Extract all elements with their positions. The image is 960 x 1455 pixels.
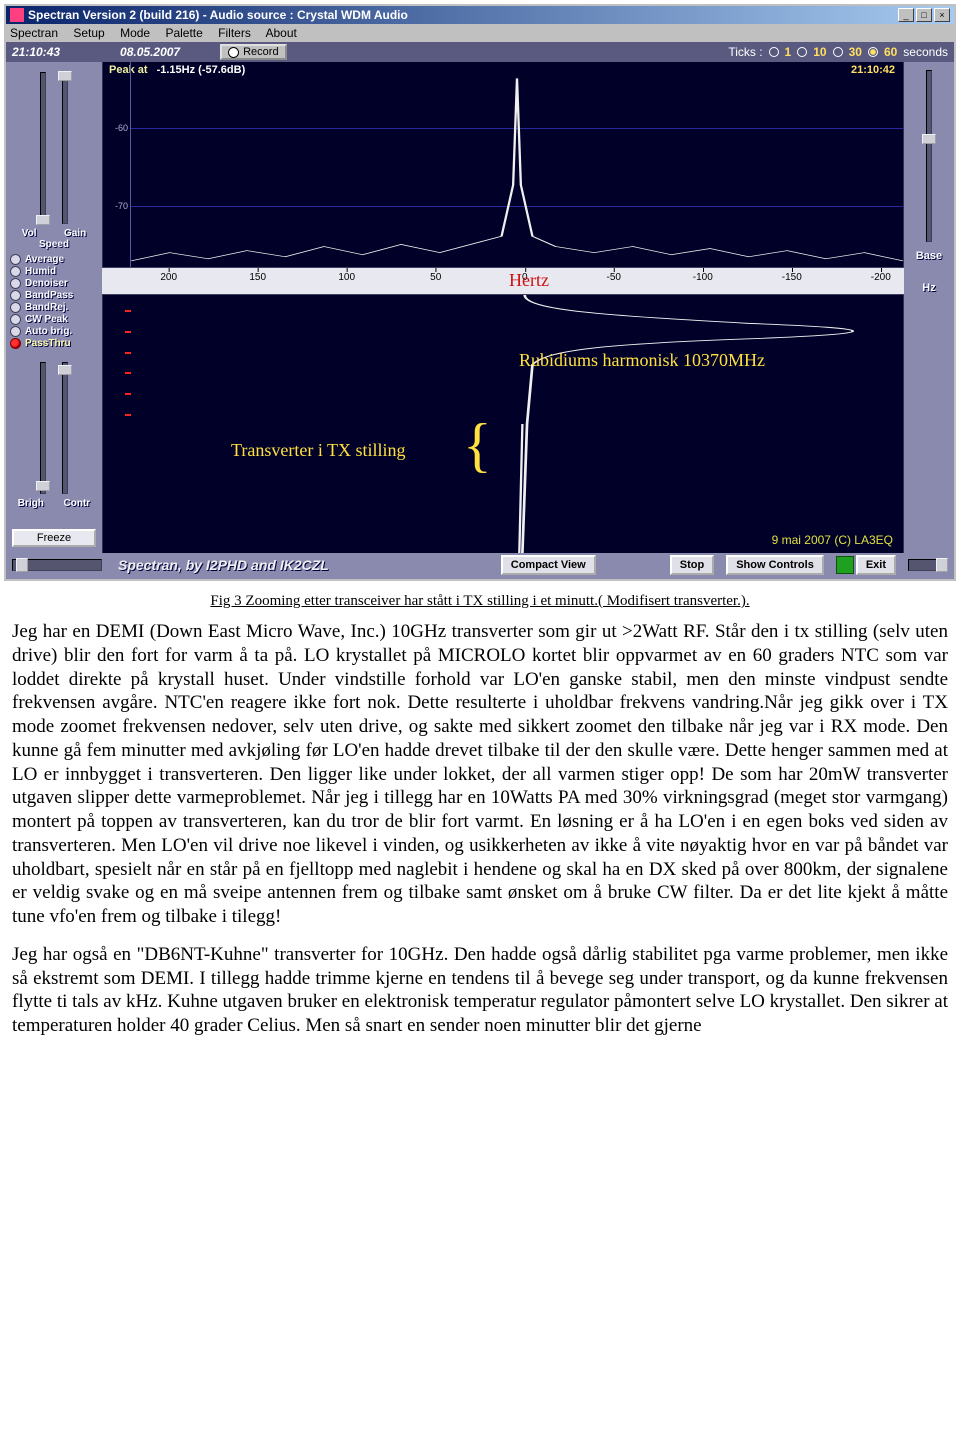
x-axis-strip: 200150100500-50-100-150-200 Hertz — [102, 267, 904, 295]
minimize-button[interactable]: _ — [898, 8, 914, 22]
slider-base[interactable] — [921, 66, 937, 246]
hscroll-left[interactable] — [12, 559, 102, 571]
slider-gain-label: Gain — [64, 228, 86, 239]
opt-humid[interactable]: Humid — [10, 266, 98, 277]
annotation-tx: Transverter i TX stilling — [231, 440, 406, 461]
xtick: 100 — [338, 272, 355, 283]
ytick-70: -70 — [115, 201, 128, 211]
waterfall-copyright: 9 mai 2007 (C) LA3EQ — [772, 533, 893, 547]
ticks-radio-1[interactable] — [769, 47, 779, 57]
waterfall-time-tick — [125, 331, 131, 333]
left-control-panel: Vol Gain Speed Average Humid Denoiser Ba… — [6, 62, 102, 553]
opt-autobrig[interactable]: Auto brig. — [10, 326, 98, 337]
spectran-app-window: Spectran Version 2 (build 216) - Audio s… — [4, 4, 956, 581]
ticks-radio-10[interactable] — [797, 47, 807, 57]
ticks-radio-30[interactable] — [833, 47, 843, 57]
opt-cwpeak[interactable]: CW Peak — [10, 314, 98, 325]
waterfall-time-tick — [125, 414, 131, 416]
axis-unit-label: Hertz — [509, 270, 549, 291]
slider-vol[interactable] — [35, 68, 51, 228]
center-panel: Peak at -1.15Hz (-57.6dB) 21:10:42 -60 -… — [102, 62, 904, 553]
waterfall-time-tick — [125, 310, 131, 312]
app-icon — [10, 8, 24, 22]
brace-icon: { — [463, 415, 492, 475]
slider-brigh[interactable] — [35, 358, 51, 498]
ticks-value-10: 10 — [813, 45, 826, 59]
slider-gain[interactable] — [57, 68, 73, 228]
ticks-selector: Ticks : 1 10 30 60 seconds — [728, 45, 948, 59]
article-p2: Jeg har også en "DB6NT-Kuhne" transverte… — [12, 943, 948, 1038]
hscroll-right[interactable] — [908, 559, 948, 571]
waterfall-traces — [131, 295, 903, 553]
figure-caption: Fig 3 Zooming etter transceiver har ståt… — [8, 593, 952, 610]
status-strip: 21:10:43 08.05.2007 Record Ticks : 1 10 … — [6, 42, 954, 62]
close-button[interactable]: × — [934, 8, 950, 22]
freeze-button[interactable]: Freeze — [12, 529, 96, 547]
xtick: -200 — [871, 272, 891, 283]
exit-button[interactable]: Exit — [856, 555, 896, 575]
waterfall-time-tick — [125, 393, 131, 395]
ticks-value-30: 30 — [849, 45, 862, 59]
spectrum-trace — [131, 62, 903, 267]
record-button[interactable]: Record — [220, 44, 286, 60]
xtick: -150 — [782, 272, 802, 283]
xtick: 150 — [249, 272, 266, 283]
sliders-bottom — [8, 354, 100, 498]
slider-brigh-label: Brigh — [18, 498, 44, 509]
spectrum-display: Peak at -1.15Hz (-57.6dB) 21:10:42 -60 -… — [102, 62, 904, 267]
maximize-button[interactable]: □ — [916, 8, 932, 22]
show-controls-button[interactable]: Show Controls — [726, 555, 824, 575]
opt-bandpass[interactable]: BandPass — [10, 290, 98, 301]
opt-passthru[interactable]: PassThru — [10, 338, 98, 349]
window-titlebar[interactable]: Spectran Version 2 (build 216) - Audio s… — [6, 6, 954, 24]
waterfall-time-tick — [125, 352, 131, 354]
annotation-rubidium: Rubidiums harmonisk 10370MHz — [519, 350, 765, 371]
y-axis: -60 -70 — [103, 62, 131, 267]
main-area: Vol Gain Speed Average Humid Denoiser Ba… — [6, 62, 954, 553]
ytick-60: -60 — [115, 123, 128, 133]
exit-icon — [836, 556, 854, 574]
option-list: Average Humid Denoiser BandPass BandRej.… — [8, 250, 100, 354]
opt-bandrej[interactable]: BandRej. — [10, 302, 98, 313]
menu-spectran[interactable]: Spectran — [10, 26, 58, 40]
slider-vol-label: Vol — [22, 228, 37, 239]
ticks-value-1: 1 — [785, 45, 792, 59]
xtick: -100 — [693, 272, 713, 283]
sliders-top — [8, 64, 100, 228]
slider-contr[interactable] — [57, 358, 73, 498]
slider-base-label: Base — [916, 250, 942, 262]
slider-contr-label: Contr — [64, 498, 91, 509]
ticks-label: Ticks : — [728, 45, 762, 59]
xtick: -50 — [607, 272, 621, 283]
menu-mode[interactable]: Mode — [120, 26, 150, 40]
xtick: 50 — [430, 272, 441, 283]
brand-label: Spectran, by I2PHD and IK2CZL — [118, 557, 329, 573]
status-date: 08.05.2007 — [120, 45, 180, 59]
waterfall-time-tick — [125, 372, 131, 374]
menu-palette[interactable]: Palette — [165, 26, 202, 40]
opt-denoiser[interactable]: Denoiser — [10, 278, 98, 289]
menubar: Spectran Setup Mode Palette Filters Abou… — [6, 24, 954, 42]
status-time: 21:10:43 — [12, 45, 60, 59]
ticks-value-60: 60 — [884, 45, 897, 59]
right-control-panel: Base Hz — [904, 62, 954, 553]
opt-average[interactable]: Average — [10, 254, 98, 265]
ticks-radio-60[interactable] — [868, 47, 878, 57]
waterfall-display: Rubidiums harmonisk 10370MHz Transverter… — [102, 295, 904, 553]
menu-setup[interactable]: Setup — [73, 26, 104, 40]
article-p1: Jeg har en DEMI (Down East Micro Wave, I… — [12, 620, 948, 929]
stop-button[interactable]: Stop — [670, 555, 714, 575]
menu-about[interactable]: About — [266, 26, 297, 40]
slider-speed-label: Speed — [8, 239, 100, 250]
xtick: 200 — [160, 272, 177, 283]
window-title: Spectran Version 2 (build 216) - Audio s… — [28, 8, 896, 22]
article-body: Jeg har en DEMI (Down East Micro Wave, I… — [8, 620, 952, 1038]
unit-hz-label: Hz — [922, 282, 935, 294]
exit-group[interactable]: Exit — [836, 555, 896, 575]
bottom-toolbar: Spectran, by I2PHD and IK2CZL Compact Vi… — [6, 553, 954, 579]
ticks-unit: seconds — [903, 45, 948, 59]
compact-view-button[interactable]: Compact View — [501, 555, 596, 575]
caption-area: Fig 3 Zooming etter transceiver har ståt… — [0, 581, 960, 1058]
menu-filters[interactable]: Filters — [218, 26, 251, 40]
